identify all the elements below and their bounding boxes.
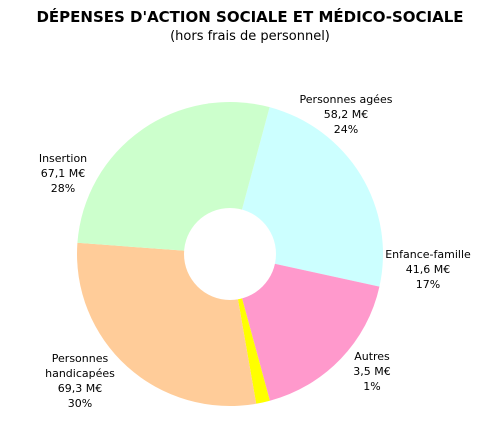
slice-label-line: 67,1 M€ bbox=[41, 167, 85, 180]
slice-label-line: 3,5 M€ bbox=[353, 365, 390, 378]
slice-label-line: Autres bbox=[354, 350, 390, 363]
slice-label-line: Enfance-famille bbox=[385, 248, 471, 261]
slice-label-line: Insertion bbox=[39, 152, 87, 165]
slice-label-autres: Autres 3,5 M€ 1% bbox=[353, 350, 390, 393]
slice-label-enfance-famille: Enfance-famille 41,6 M€ 17% bbox=[385, 248, 471, 291]
pie-slice-enfance-famille bbox=[230, 254, 380, 401]
chart-title: DÉPENSES D'ACTION SOCIALE ET MÉDICO-SOCI… bbox=[36, 8, 464, 26]
slice-label-line: 1% bbox=[363, 380, 380, 393]
slice-label-line: 58,2 M€ bbox=[324, 108, 368, 121]
slice-label-line: Personnes bbox=[52, 352, 109, 365]
slice-label-personnes-handicap-es: Personnes handicapées 69,3 M€ 30% bbox=[45, 352, 115, 410]
chart-subtitle: (hors frais de personnel) bbox=[170, 29, 330, 44]
slice-label-line: 69,3 M€ bbox=[58, 382, 102, 395]
slice-label-line: 41,6 M€ bbox=[406, 263, 450, 276]
slice-label-line: 24% bbox=[334, 123, 358, 136]
slice-label-insertion: Insertion 67,1 M€ 28% bbox=[39, 152, 87, 195]
slice-label-line: handicapées bbox=[45, 367, 115, 380]
slice-label-line: 28% bbox=[51, 182, 75, 195]
slice-label-line: 17% bbox=[416, 278, 440, 291]
donut-hole bbox=[184, 208, 276, 300]
slice-label-personnes-ag-es: Personnes agées 58,2 M€ 24% bbox=[300, 93, 393, 136]
slice-label-line: 30% bbox=[68, 397, 92, 410]
slice-label-line: Personnes agées bbox=[300, 93, 393, 106]
